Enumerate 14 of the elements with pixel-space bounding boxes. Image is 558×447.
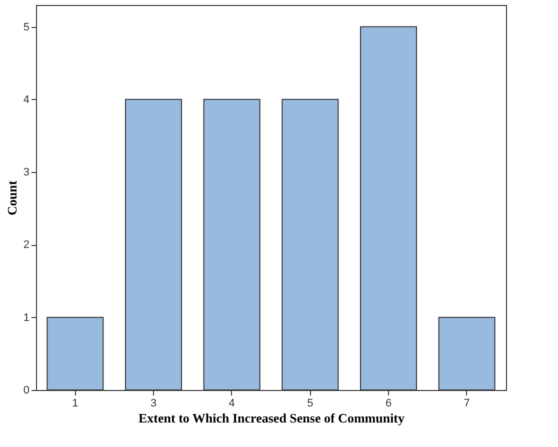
y-tick-label: 3 [23,166,30,179]
y-tick-label: 0 [23,384,30,396]
x-tick-label: 4 [228,398,235,410]
y-axis-title: Count [4,180,20,216]
y-tick-label: 2 [23,239,30,252]
y-tick-label: 1 [23,312,30,324]
x-tick-label: 7 [464,398,470,410]
y-tick-label: 5 [23,21,30,34]
x-tick-label: 5 [307,398,314,410]
x-tick-label: 3 [150,398,157,410]
x-tick-label: 1 [72,398,78,410]
y-tick-label: 4 [23,94,30,106]
x-axis-title: Extent to Which Increased Sense of Community [138,410,406,426]
x-tick-label: 6 [385,398,392,410]
